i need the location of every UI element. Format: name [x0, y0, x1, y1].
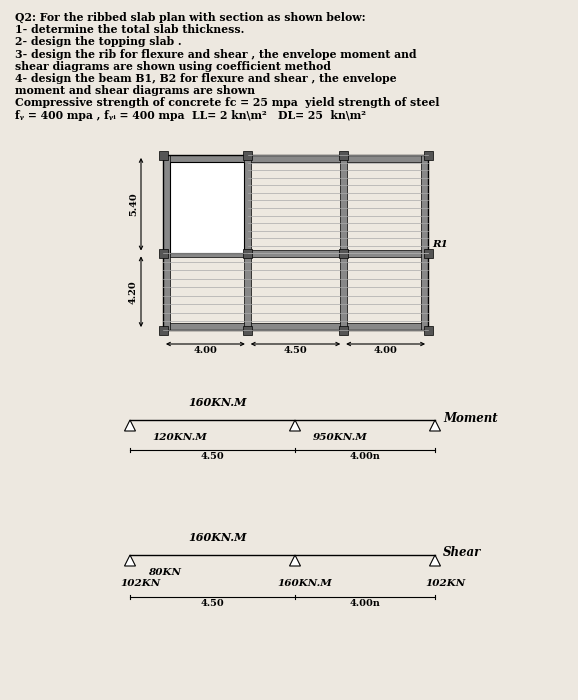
Text: 160KN.M: 160KN.M: [188, 532, 247, 543]
Text: 80KN: 80KN: [148, 568, 181, 577]
Bar: [340, 155, 347, 330]
Bar: [424, 150, 432, 160]
Text: 5.40: 5.40: [129, 193, 138, 216]
Bar: [163, 155, 170, 330]
Polygon shape: [124, 555, 135, 566]
Bar: [424, 249, 432, 258]
Text: 1- determine the total slab thickness.: 1- determine the total slab thickness.: [15, 25, 244, 35]
Bar: [339, 249, 348, 258]
Bar: [424, 326, 432, 335]
Text: 160KN.M: 160KN.M: [188, 397, 247, 408]
Bar: [170, 162, 244, 253]
Bar: [163, 250, 428, 257]
Text: 4.50: 4.50: [201, 452, 224, 461]
Text: 4.50: 4.50: [201, 599, 224, 608]
Text: 2- design the topping slab .: 2- design the topping slab .: [15, 36, 181, 48]
Polygon shape: [124, 420, 135, 431]
Text: Compressive strength of concrete fc = 25 mpa  yield strength of steel: Compressive strength of concrete fc = 25…: [15, 97, 439, 108]
Text: 4.00n: 4.00n: [350, 452, 380, 461]
Polygon shape: [429, 555, 440, 566]
Bar: [339, 150, 348, 160]
Text: 4.20: 4.20: [129, 280, 138, 304]
Bar: [421, 155, 428, 330]
Text: moment and shear diagrams are shown: moment and shear diagrams are shown: [15, 85, 255, 96]
Bar: [244, 253, 251, 330]
Text: 4.50: 4.50: [284, 346, 307, 355]
Text: 102KN: 102KN: [425, 579, 465, 588]
Polygon shape: [290, 555, 301, 566]
Bar: [243, 249, 253, 258]
Text: fᵧ = 400 mpa , fᵧᵢ = 400 mpa  LL= 2 kn\m²   DL= 25  kn\m²: fᵧ = 400 mpa , fᵧᵢ = 400 mpa LL= 2 kn\m²…: [15, 110, 366, 120]
Bar: [163, 323, 428, 330]
Text: 4.00: 4.00: [373, 346, 398, 355]
Bar: [158, 326, 168, 335]
Text: 3- design the rib for flexure and shear , the envelope moment and: 3- design the rib for flexure and shear …: [15, 48, 417, 60]
Bar: [244, 155, 251, 253]
Bar: [243, 326, 253, 335]
Text: Q2: For the ribbed slab plan with section as shown below:: Q2: For the ribbed slab plan with sectio…: [15, 12, 366, 23]
Bar: [339, 326, 348, 335]
Bar: [163, 155, 428, 162]
Text: 4.00: 4.00: [194, 346, 217, 355]
Text: 160KN.M: 160KN.M: [277, 579, 332, 588]
Polygon shape: [290, 420, 301, 431]
Text: Shear: Shear: [443, 547, 481, 559]
Text: 4- design the beam B1, B2 for flexure and shear , the envelope: 4- design the beam B1, B2 for flexure an…: [15, 73, 397, 84]
Polygon shape: [429, 420, 440, 431]
Bar: [163, 155, 428, 330]
Text: shear diagrams are shown using coefficient method: shear diagrams are shown using coefficie…: [15, 61, 331, 72]
Text: 4.00n: 4.00n: [350, 599, 380, 608]
Text: R1: R1: [432, 240, 448, 249]
Bar: [243, 150, 253, 160]
Bar: [158, 150, 168, 160]
Text: 102KN: 102KN: [120, 579, 160, 588]
Text: 950KN.M: 950KN.M: [313, 433, 368, 442]
Bar: [158, 249, 168, 258]
Text: Moment: Moment: [443, 412, 498, 424]
Text: 120KN.M: 120KN.M: [152, 433, 207, 442]
